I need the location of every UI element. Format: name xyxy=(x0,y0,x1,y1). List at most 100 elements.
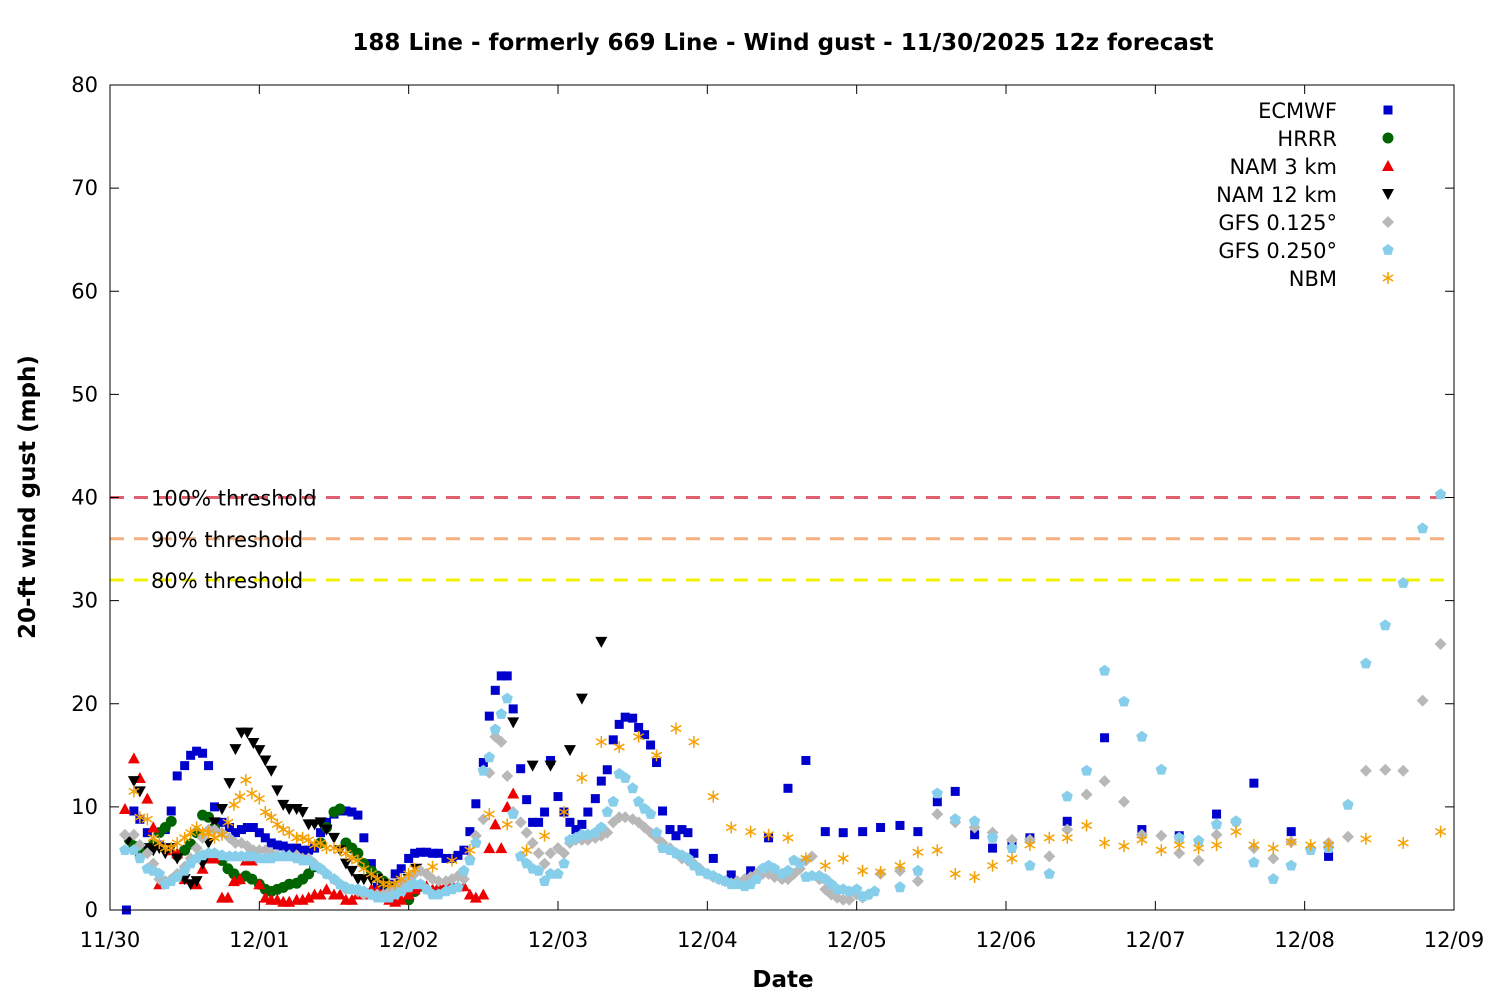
data-point xyxy=(913,827,923,837)
data-point xyxy=(254,828,264,838)
data-point xyxy=(229,744,242,756)
data-point xyxy=(265,811,277,824)
data-point xyxy=(1434,825,1447,838)
data-point xyxy=(596,776,606,786)
data-point xyxy=(607,795,619,807)
data-point xyxy=(1136,730,1148,742)
data-point xyxy=(620,712,630,722)
data-point xyxy=(1341,830,1354,843)
data-point xyxy=(365,867,377,880)
data-point xyxy=(819,859,831,872)
data-point xyxy=(1117,795,1130,808)
data-point xyxy=(540,807,550,817)
data-point xyxy=(1081,819,1093,832)
data-point xyxy=(190,876,203,888)
data-point xyxy=(142,828,152,838)
data-point xyxy=(208,817,221,829)
data-point xyxy=(949,867,961,880)
data-point xyxy=(166,806,176,816)
data-point xyxy=(601,806,613,817)
data-point xyxy=(297,831,309,844)
data-point xyxy=(644,808,657,819)
data-point xyxy=(650,749,663,762)
data-point xyxy=(469,891,482,903)
data-point xyxy=(750,873,763,884)
data-point xyxy=(452,881,464,893)
data-point xyxy=(783,783,793,793)
data-point xyxy=(514,816,527,829)
data-point xyxy=(333,888,346,900)
data-point xyxy=(483,808,495,821)
data-point xyxy=(141,813,153,826)
data-point xyxy=(352,854,364,867)
data-point xyxy=(571,825,581,835)
data-point xyxy=(557,847,570,860)
data-point xyxy=(210,802,220,812)
data-point xyxy=(496,671,506,681)
data-point xyxy=(1434,637,1447,650)
data-point xyxy=(1061,823,1074,836)
data-point xyxy=(271,785,284,797)
data-point xyxy=(428,848,438,858)
data-point xyxy=(489,818,502,830)
data-point xyxy=(247,737,260,749)
data-point xyxy=(501,692,513,704)
data-point xyxy=(595,636,608,648)
data-point xyxy=(1080,764,1093,776)
data-point xyxy=(309,839,321,852)
data-point xyxy=(253,792,265,805)
data-point xyxy=(1248,856,1260,868)
data-point xyxy=(253,878,266,890)
data-point xyxy=(314,836,327,849)
legend-label: NAM 12 km xyxy=(1216,183,1337,207)
data-point xyxy=(876,823,886,832)
legend-label: GFS 0.125° xyxy=(1218,211,1337,235)
data-point xyxy=(874,865,887,878)
data-point xyxy=(1210,828,1223,841)
data-point xyxy=(508,704,518,714)
data-point xyxy=(242,823,252,832)
data-point xyxy=(838,828,848,838)
data-point xyxy=(198,748,208,758)
data-point xyxy=(931,808,944,821)
threshold-label: 90% threshold xyxy=(151,528,303,552)
data-point xyxy=(515,850,527,862)
data-point xyxy=(532,864,545,876)
data-point xyxy=(689,848,699,858)
data-point xyxy=(1360,832,1372,845)
threshold-label: 100% threshold xyxy=(151,487,317,511)
data-point xyxy=(1397,577,1409,588)
data-point xyxy=(320,867,333,879)
data-point xyxy=(390,869,400,879)
data-point xyxy=(409,862,421,875)
data-point xyxy=(484,711,494,721)
data-point xyxy=(650,826,663,838)
y-tick-label: 70 xyxy=(71,176,98,200)
data-point xyxy=(619,772,631,783)
data-point xyxy=(453,850,463,860)
data-point xyxy=(141,792,154,804)
data-point xyxy=(538,857,551,870)
x-axis-label: Date xyxy=(752,967,813,993)
data-point xyxy=(259,755,272,767)
data-point xyxy=(339,858,352,870)
data-point xyxy=(128,844,140,855)
data-point xyxy=(782,831,794,844)
data-point xyxy=(1100,733,1110,743)
data-point xyxy=(1024,859,1036,871)
data-point xyxy=(1322,839,1335,852)
data-point xyxy=(521,844,533,857)
data-point xyxy=(328,832,340,844)
legend: ECMWF HRRR NAM 3 km NAM 12 km GFS 0.125° GFS … xyxy=(1216,99,1394,291)
data-point xyxy=(1192,854,1205,867)
series-nbm xyxy=(128,722,1447,891)
data-point xyxy=(782,864,794,876)
data-point xyxy=(688,735,700,748)
data-point xyxy=(346,852,358,865)
data-point xyxy=(1267,842,1279,855)
data-point xyxy=(1080,788,1093,801)
data-point xyxy=(1286,827,1296,837)
data-point xyxy=(1285,835,1297,848)
data-point xyxy=(671,831,681,841)
